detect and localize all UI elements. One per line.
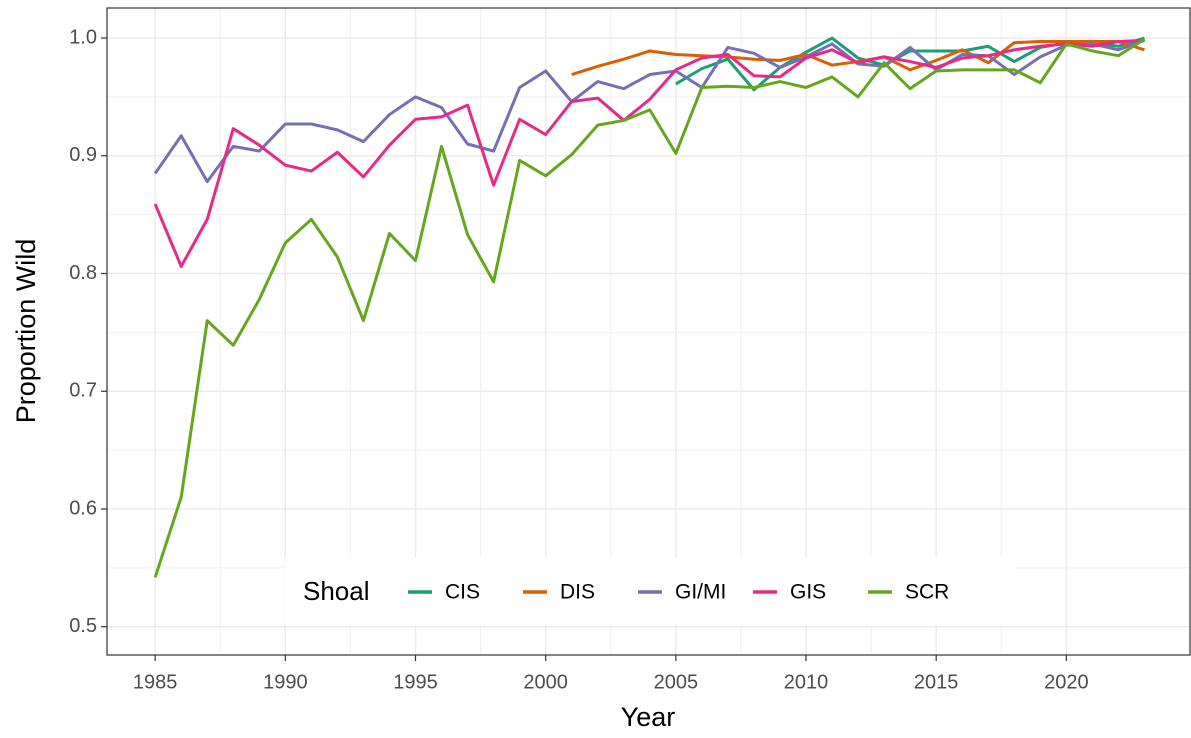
y-tick-label: 0.7 xyxy=(69,380,97,402)
y-tick-label: 0.6 xyxy=(69,497,97,519)
y-tick-label: 0.9 xyxy=(69,144,97,166)
x-tick-label: 2010 xyxy=(784,671,829,693)
x-tick-label: 1995 xyxy=(393,671,438,693)
legend-label: SCR xyxy=(905,581,949,604)
y-axis-title: Proportion Wild xyxy=(11,239,41,424)
x-tick-label: 1990 xyxy=(263,671,308,693)
y-tick-label: 0.5 xyxy=(69,615,97,637)
x-tick-label: 1985 xyxy=(133,671,178,693)
legend-label: GIS xyxy=(790,581,826,604)
series-line xyxy=(153,38,1145,268)
legend-label: GI/MI xyxy=(675,581,726,604)
legend-label: CIS xyxy=(445,581,480,604)
x-tick-label: 2020 xyxy=(1044,671,1089,693)
series-line xyxy=(153,37,1146,578)
x-axis-title: Year xyxy=(621,702,676,732)
legend-label: DIS xyxy=(560,581,595,604)
y-tick-label: 1.0 xyxy=(69,26,97,48)
panel-border xyxy=(106,7,1191,656)
grid xyxy=(107,8,1190,655)
x-tick-label: 2015 xyxy=(914,671,959,693)
y-tick-label: 0.8 xyxy=(69,262,97,284)
x-tick-label: 2000 xyxy=(523,671,568,693)
legend: Shoal CIS DIS GI/MI GIS SCR xyxy=(285,557,1015,625)
x-tick-label: 2005 xyxy=(654,671,699,693)
legend-title: Shoal xyxy=(303,576,370,606)
